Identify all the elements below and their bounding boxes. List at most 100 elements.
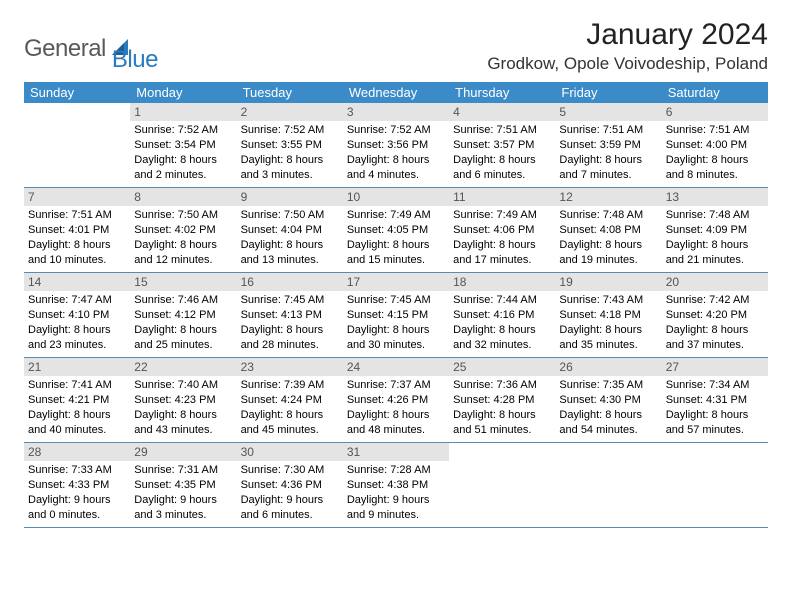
day-number: 7 bbox=[24, 188, 130, 206]
day-number: 17 bbox=[343, 273, 449, 291]
day-number: 20 bbox=[662, 273, 768, 291]
day-cell: 7 Sunrise: 7:51 AMSunset: 4:01 PMDaylight… bbox=[24, 188, 130, 272]
day-detail: Sunrise: 7:40 AMSunset: 4:23 PMDaylight:… bbox=[134, 378, 232, 437]
day-cell: 27 Sunrise: 7:34 AMSunset: 4:31 PMDayligh… bbox=[662, 358, 768, 442]
day-detail: Sunrise: 7:31 AMSunset: 4:35 PMDaylight:… bbox=[134, 463, 232, 522]
day-cell: 10 Sunrise: 7:49 AMSunset: 4:05 PMDayligh… bbox=[343, 188, 449, 272]
day-number: 6 bbox=[662, 103, 768, 121]
day-detail: Sunrise: 7:52 AMSunset: 3:56 PMDaylight:… bbox=[347, 123, 445, 182]
day-detail: Sunrise: 7:52 AMSunset: 3:54 PMDaylight:… bbox=[134, 123, 232, 182]
week-row: 7 Sunrise: 7:51 AMSunset: 4:01 PMDaylight… bbox=[24, 188, 768, 273]
day-detail: Sunrise: 7:50 AMSunset: 4:04 PMDaylight:… bbox=[241, 208, 339, 267]
day-cell: 2 Sunrise: 7:52 AMSunset: 3:55 PMDaylight… bbox=[237, 103, 343, 187]
day-number: 22 bbox=[130, 358, 236, 376]
day-detail: Sunrise: 7:47 AMSunset: 4:10 PMDaylight:… bbox=[28, 293, 126, 352]
day-number: 11 bbox=[449, 188, 555, 206]
day-cell: 11 Sunrise: 7:49 AMSunset: 4:06 PMDayligh… bbox=[449, 188, 555, 272]
day-number: 1 bbox=[130, 103, 236, 121]
day-cell: 25Sunrise: 7:36 AMSunset: 4:28 PMDayligh… bbox=[449, 358, 555, 442]
day-cell: 17 Sunrise: 7:45 AMSunset: 4:15 PMDayligh… bbox=[343, 273, 449, 357]
title-block: January 2024 Grodkow, Opole Voivodeship,… bbox=[487, 18, 768, 74]
calendar: SundayMondayTuesdayWednesdayThursdayFrid… bbox=[24, 82, 768, 528]
day-cell: 16 Sunrise: 7:45 AMSunset: 4:13 PMDayligh… bbox=[237, 273, 343, 357]
location-text: Grodkow, Opole Voivodeship, Poland bbox=[487, 54, 768, 74]
day-cell: 14 Sunrise: 7:47 AMSunset: 4:10 PMDayligh… bbox=[24, 273, 130, 357]
day-cell: 4 Sunrise: 7:51 AMSunset: 3:57 PMDaylight… bbox=[449, 103, 555, 187]
day-cell bbox=[24, 103, 130, 187]
day-detail: Sunrise: 7:36 AMSunset: 4:28 PMDaylight:… bbox=[453, 378, 551, 437]
day-number: 26 bbox=[555, 358, 661, 376]
day-number: 13 bbox=[662, 188, 768, 206]
day-number: 8 bbox=[130, 188, 236, 206]
day-detail: Sunrise: 7:51 AMSunset: 3:59 PMDaylight:… bbox=[559, 123, 657, 182]
weekday-label: Monday bbox=[130, 82, 236, 103]
day-number: 14 bbox=[24, 273, 130, 291]
weeks-container: 1 Sunrise: 7:52 AMSunset: 3:54 PMDaylight… bbox=[24, 103, 768, 528]
day-number: 21 bbox=[24, 358, 130, 376]
day-detail: Sunrise: 7:52 AMSunset: 3:55 PMDaylight:… bbox=[241, 123, 339, 182]
day-number: 4 bbox=[449, 103, 555, 121]
day-detail: Sunrise: 7:51 AMSunset: 4:00 PMDaylight:… bbox=[666, 123, 764, 182]
day-cell: 28Sunrise: 7:33 AMSunset: 4:33 PMDayligh… bbox=[24, 443, 130, 527]
day-cell: 18Sunrise: 7:44 AMSunset: 4:16 PMDayligh… bbox=[449, 273, 555, 357]
weekday-label: Saturday bbox=[662, 82, 768, 103]
week-row: 21 Sunrise: 7:41 AMSunset: 4:21 PMDayligh… bbox=[24, 358, 768, 443]
day-detail: Sunrise: 7:51 AMSunset: 4:01 PMDaylight:… bbox=[28, 208, 126, 267]
day-cell: 6 Sunrise: 7:51 AMSunset: 4:00 PMDaylight… bbox=[662, 103, 768, 187]
day-cell: 3Sunrise: 7:52 AMSunset: 3:56 PMDaylight… bbox=[343, 103, 449, 187]
day-number: 10 bbox=[343, 188, 449, 206]
day-number: 15 bbox=[130, 273, 236, 291]
day-detail: Sunrise: 7:33 AMSunset: 4:33 PMDaylight:… bbox=[28, 463, 126, 522]
day-cell: 21 Sunrise: 7:41 AMSunset: 4:21 PMDayligh… bbox=[24, 358, 130, 442]
day-number: 12 bbox=[555, 188, 661, 206]
day-cell: 15Sunrise: 7:46 AMSunset: 4:12 PMDayligh… bbox=[130, 273, 236, 357]
day-cell bbox=[662, 443, 768, 527]
day-cell: 13 Sunrise: 7:48 AMSunset: 4:09 PMDayligh… bbox=[662, 188, 768, 272]
day-number: 30 bbox=[237, 443, 343, 461]
weekday-label: Friday bbox=[555, 82, 661, 103]
day-detail: Sunrise: 7:48 AMSunset: 4:09 PMDaylight:… bbox=[666, 208, 764, 267]
day-number: 24 bbox=[343, 358, 449, 376]
day-detail: Sunrise: 7:42 AMSunset: 4:20 PMDaylight:… bbox=[666, 293, 764, 352]
day-detail: Sunrise: 7:30 AMSunset: 4:36 PMDaylight:… bbox=[241, 463, 339, 522]
day-cell: 12 Sunrise: 7:48 AMSunset: 4:08 PMDayligh… bbox=[555, 188, 661, 272]
day-cell: 31 Sunrise: 7:28 AMSunset: 4:38 PMDayligh… bbox=[343, 443, 449, 527]
day-number: 2 bbox=[237, 103, 343, 121]
day-number: 19 bbox=[555, 273, 661, 291]
weekday-label: Sunday bbox=[24, 82, 130, 103]
day-detail: Sunrise: 7:51 AMSunset: 3:57 PMDaylight:… bbox=[453, 123, 551, 182]
day-number: 27 bbox=[662, 358, 768, 376]
day-number: 31 bbox=[343, 443, 449, 461]
day-cell bbox=[449, 443, 555, 527]
day-number: 9 bbox=[237, 188, 343, 206]
day-detail: Sunrise: 7:50 AMSunset: 4:02 PMDaylight:… bbox=[134, 208, 232, 267]
day-cell: 24Sunrise: 7:37 AMSunset: 4:26 PMDayligh… bbox=[343, 358, 449, 442]
week-row: 28Sunrise: 7:33 AMSunset: 4:33 PMDayligh… bbox=[24, 443, 768, 528]
day-detail: Sunrise: 7:48 AMSunset: 4:08 PMDaylight:… bbox=[559, 208, 657, 267]
brand-part1: General bbox=[24, 35, 106, 63]
day-cell: 26Sunrise: 7:35 AMSunset: 4:30 PMDayligh… bbox=[555, 358, 661, 442]
day-cell: 9 Sunrise: 7:50 AMSunset: 4:04 PMDaylight… bbox=[237, 188, 343, 272]
day-cell: 19 Sunrise: 7:43 AMSunset: 4:18 PMDayligh… bbox=[555, 273, 661, 357]
day-detail: Sunrise: 7:49 AMSunset: 4:06 PMDaylight:… bbox=[453, 208, 551, 267]
day-cell: 8 Sunrise: 7:50 AMSunset: 4:02 PMDaylight… bbox=[130, 188, 236, 272]
day-detail: Sunrise: 7:43 AMSunset: 4:18 PMDaylight:… bbox=[559, 293, 657, 352]
weekday-label: Tuesday bbox=[237, 82, 343, 103]
day-detail: Sunrise: 7:41 AMSunset: 4:21 PMDaylight:… bbox=[28, 378, 126, 437]
day-detail: Sunrise: 7:39 AMSunset: 4:24 PMDaylight:… bbox=[241, 378, 339, 437]
day-detail: Sunrise: 7:45 AMSunset: 4:13 PMDaylight:… bbox=[241, 293, 339, 352]
day-detail: Sunrise: 7:34 AMSunset: 4:31 PMDaylight:… bbox=[666, 378, 764, 437]
day-cell: 29 Sunrise: 7:31 AMSunset: 4:35 PMDayligh… bbox=[130, 443, 236, 527]
day-cell: 20 Sunrise: 7:42 AMSunset: 4:20 PMDayligh… bbox=[662, 273, 768, 357]
brand-logo: General Blue bbox=[24, 24, 158, 74]
day-detail: Sunrise: 7:49 AMSunset: 4:05 PMDaylight:… bbox=[347, 208, 445, 267]
day-detail: Sunrise: 7:45 AMSunset: 4:15 PMDaylight:… bbox=[347, 293, 445, 352]
day-detail: Sunrise: 7:28 AMSunset: 4:38 PMDaylight:… bbox=[347, 463, 445, 522]
day-number: 29 bbox=[130, 443, 236, 461]
weekday-label: Wednesday bbox=[343, 82, 449, 103]
day-cell: 1 Sunrise: 7:52 AMSunset: 3:54 PMDaylight… bbox=[130, 103, 236, 187]
header: General Blue January 2024 Grodkow, Opole… bbox=[24, 18, 768, 74]
day-number: 16 bbox=[237, 273, 343, 291]
month-title: January 2024 bbox=[487, 18, 768, 52]
brand-part2: Blue bbox=[112, 46, 158, 73]
